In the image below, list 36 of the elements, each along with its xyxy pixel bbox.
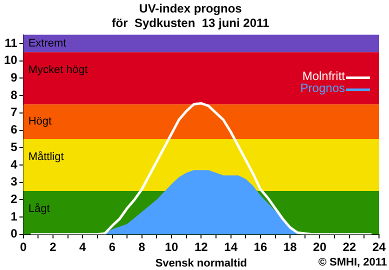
- y-tick-label: 0: [10, 226, 18, 241]
- x-tick-label: 6: [108, 240, 116, 254]
- y-tick-label: 5: [10, 140, 18, 154]
- x-tick-label: 4: [79, 240, 86, 254]
- x-tick-label: 18: [283, 240, 298, 254]
- chart-subtitle: för Sydkusten 13 juni 2011: [112, 16, 270, 30]
- x-tick-label: 0: [20, 240, 28, 254]
- x-tick-label: 16: [254, 240, 268, 254]
- legend-label: Molnfritt: [302, 69, 346, 84]
- x-tick-label: 14: [224, 240, 238, 254]
- y-tick-label: 8: [10, 88, 18, 102]
- y-tick-label: 6: [10, 122, 18, 137]
- x-tick-label: 22: [342, 240, 356, 254]
- y-tick-label: 11: [4, 36, 18, 50]
- x-tick-label: 10: [164, 240, 179, 254]
- y-tick-label: 2: [10, 192, 18, 206]
- band-label: Lågt: [28, 203, 50, 216]
- y-tick-label: 9: [10, 70, 18, 85]
- y-tick-label: 3: [10, 174, 18, 189]
- y-tick-label: 1: [10, 209, 18, 224]
- x-tick-label: 2: [50, 240, 57, 254]
- x-axis-title: Svensk normaltid: [155, 257, 248, 270]
- band-label: Mycket högt: [28, 64, 88, 76]
- x-tick-label: 8: [138, 240, 146, 254]
- x-tick-label: 20: [313, 240, 327, 254]
- legend-label: Prognos: [300, 81, 346, 96]
- text: © SMHI, 2011: [318, 256, 387, 269]
- y-tick-label: 4: [10, 157, 18, 172]
- band-label: Extremt: [28, 38, 66, 50]
- x-tick-label: 24: [372, 240, 386, 254]
- band-label: Måttligt: [28, 150, 64, 163]
- x-tick-label: 12: [194, 240, 208, 254]
- y-tick-label: 7: [10, 105, 18, 120]
- chart-title: UV-index prognos: [139, 2, 242, 16]
- band-label: Högt: [28, 116, 52, 128]
- y-tick-label: 10: [4, 53, 18, 68]
